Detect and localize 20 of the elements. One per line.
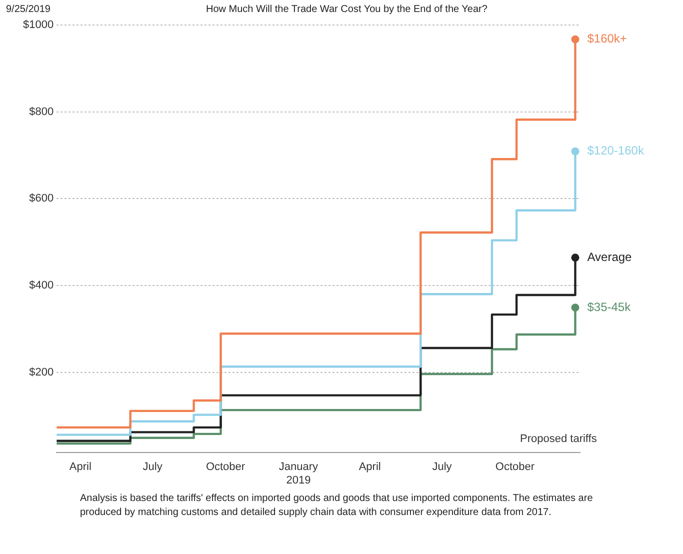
text: 9/25/2019 bbox=[6, 4, 52, 15]
series-label: $120-160k bbox=[587, 144, 645, 158]
y-tick-label: $200 bbox=[29, 366, 54, 378]
x-tick-label: April bbox=[358, 461, 381, 474]
y-tick-label: $800 bbox=[29, 106, 54, 118]
text: Analysis is based the tariffs' effects on imported goods and goods that use imported components. The estimates are produced by matching customs and detailed supply chain data with consumer expenditure data from 2017. bbox=[80, 492, 594, 520]
annotation: Proposed tariffs bbox=[520, 433, 597, 445]
x-tick-label: October bbox=[495, 461, 535, 474]
y-tick-label: $1000 bbox=[22, 19, 54, 32]
y-tick-label: $400 bbox=[29, 280, 54, 292]
series-label: $160k+ bbox=[587, 32, 627, 46]
x-tick-label: January 2019 bbox=[278, 461, 319, 486]
x-tick-label: October bbox=[206, 461, 246, 474]
series-label: Average bbox=[587, 250, 632, 264]
chart-title: How Much Will the Trade War Cost You by the End of the Year? bbox=[206, 4, 488, 15]
x-tick-label: April bbox=[69, 461, 92, 474]
x-tick-label: July bbox=[432, 461, 452, 474]
x-tick-label: July bbox=[142, 461, 163, 474]
series-label: $35-45k bbox=[587, 300, 632, 314]
y-tick-label: $600 bbox=[29, 192, 54, 205]
